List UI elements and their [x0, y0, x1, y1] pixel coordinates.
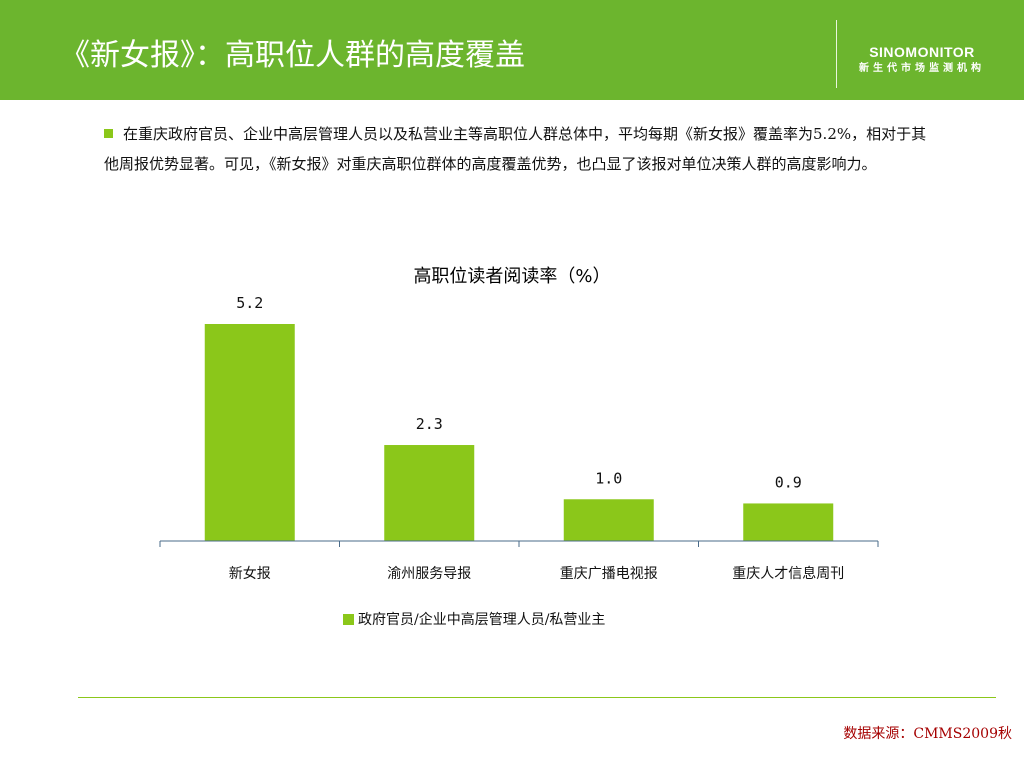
- intro-text: 在重庆政府官员、企业中高层管理人员以及私营业主等高职位人群总体中，平均每期《新女…: [104, 125, 927, 173]
- bar-3: [563, 499, 654, 541]
- data-label-1: 5.2: [236, 294, 263, 312]
- data-label-4: 0.9: [775, 473, 802, 491]
- chart-title: 高职位读者阅读率（%）: [413, 266, 611, 287]
- header-bar: 《新女报》：高职位人群的高度覆盖 SINOMONITOR 新生代市场监测机构: [0, 0, 1024, 100]
- header-divider: [836, 20, 837, 88]
- legend-swatch: [343, 614, 354, 625]
- bar-2: [384, 445, 475, 541]
- bar-4: [743, 503, 834, 541]
- data-source: 数据来源：CMMS2009秋: [843, 726, 1012, 742]
- company-logo: SINOMONITOR 新生代市场监测机构: [852, 44, 992, 76]
- bar-1: [204, 324, 295, 541]
- bullet-square-icon: [104, 129, 113, 138]
- logo-english-text: SINOMONITOR: [869, 44, 975, 60]
- data-label-3: 1.0: [595, 469, 622, 487]
- legend-label: 政府官员/企业中高层管理人员/私营业主: [358, 612, 606, 628]
- footer-divider: [78, 697, 996, 698]
- logo-chinese-text: 新生代市场监测机构: [859, 63, 985, 74]
- data-label-2: 2.3: [416, 415, 443, 433]
- x-tick-label-3: 重庆广播电视报: [560, 566, 658, 582]
- x-tick-label-1: 新女报: [229, 565, 271, 582]
- chart-legend: 政府官员/企业中高层管理人员/私营业主: [343, 609, 605, 629]
- x-tick-label-4: 重庆人才信息周刊: [732, 565, 844, 582]
- page-title: 《新女报》：高职位人群的高度覆盖: [60, 38, 525, 73]
- x-tick-label-2: 渝州服务导报: [387, 566, 471, 582]
- intro-paragraph: 在重庆政府官员、企业中高层管理人员以及私营业主等高职位人群总体中，平均每期《新女…: [104, 119, 934, 179]
